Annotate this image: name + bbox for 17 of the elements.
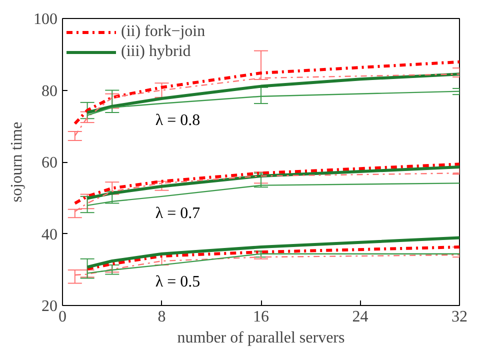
y-axis-title: sojourn time bbox=[8, 122, 26, 202]
annotation: λ = 0.5 bbox=[155, 273, 200, 290]
y-tick-label: 60 bbox=[42, 154, 58, 172]
y-tick-label: 40 bbox=[42, 226, 58, 244]
y-tick-label: 80 bbox=[42, 82, 58, 100]
y-tick-label: 20 bbox=[42, 298, 58, 315]
legend-label: (iii) hybrid bbox=[121, 43, 191, 61]
x-axis-title: number of parallel servers bbox=[177, 330, 345, 346]
y-tick-label: 100 bbox=[34, 11, 58, 28]
x-tick-label: 32 bbox=[452, 308, 468, 326]
x-tick-label: 16 bbox=[253, 308, 269, 326]
legend-label: (ii) fork−join bbox=[121, 23, 206, 41]
x-tick-label: 0 bbox=[58, 308, 66, 326]
x-tick-label: 8 bbox=[158, 308, 166, 326]
annotation: λ = 0.8 bbox=[155, 112, 200, 130]
annotation: λ = 0.7 bbox=[155, 204, 200, 222]
x-tick-label: 24 bbox=[352, 308, 368, 326]
